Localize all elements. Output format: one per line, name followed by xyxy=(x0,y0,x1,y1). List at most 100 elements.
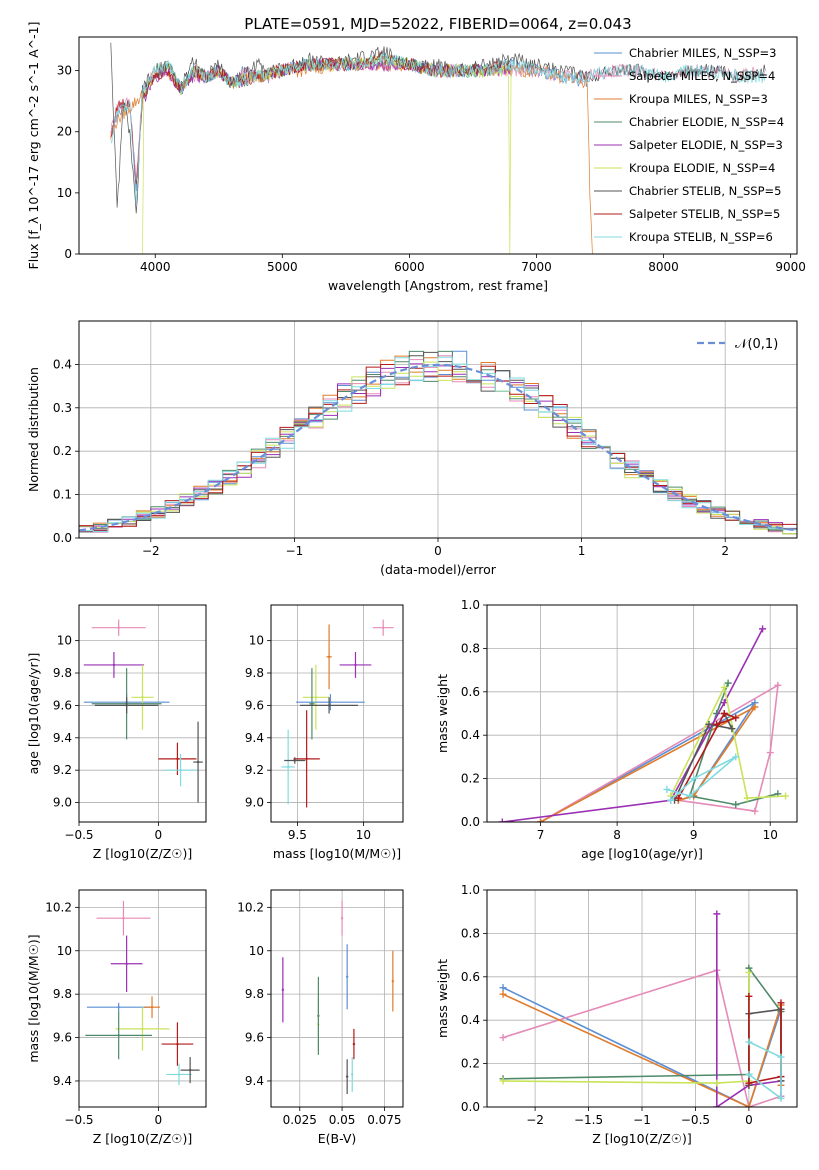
mass_age-point xyxy=(305,757,308,761)
ebv_mass-ytick-label: 10.2 xyxy=(237,900,264,914)
z_mass-ytick-label: 10 xyxy=(57,944,72,958)
age_weight-marker xyxy=(751,703,759,711)
z_weight-ytick-label: 0.6 xyxy=(461,970,480,984)
mass_age-ytick-label: 10 xyxy=(249,634,264,648)
age_weight-marker xyxy=(782,792,790,800)
age_weight-plot-area xyxy=(498,625,790,822)
residual-histogram-kroupa_stelib xyxy=(79,356,797,533)
ebv_mass-ytick-label: 9.8 xyxy=(245,987,264,1001)
z_weight-ytick-label: 0.2 xyxy=(461,1057,480,1071)
ebv_mass-point xyxy=(345,1075,349,1078)
ebv_mass-ytick-label: 9.4 xyxy=(245,1074,264,1088)
legend-label-chabrier_miles: Chabrier MILES, N_SSP=3 xyxy=(629,46,776,60)
z_mass-xlabel: Z [log10(Z/Z☉)] xyxy=(93,1131,193,1146)
age_weight-marker xyxy=(667,796,675,804)
spectrum-xtick-label: 7000 xyxy=(521,260,552,274)
z_age-xtick-label: 0 xyxy=(155,828,163,842)
z_weight-marker xyxy=(777,1094,785,1102)
age_weight-series-kroupa_miles xyxy=(540,706,756,822)
z_mass-xtick-label: 0 xyxy=(155,1113,163,1127)
z_age-point xyxy=(179,768,182,772)
z_weight-marker xyxy=(499,990,507,998)
age_weight-marker xyxy=(713,720,721,728)
age_weight-marker xyxy=(720,683,728,691)
legend-label-kroupa_miles: Kroupa MILES, N_SSP=3 xyxy=(629,92,768,106)
z_mass-point xyxy=(117,1005,120,1009)
z_weight-ytick-label: 0.4 xyxy=(461,1013,480,1027)
z_mass-ylabel: mass [log10(M/M☉)] xyxy=(26,934,41,1062)
residuals-plot-area xyxy=(79,350,797,535)
spectrum-ytick-label: 10 xyxy=(57,186,72,200)
mass_age-ytick-label: 9.8 xyxy=(245,666,264,680)
residuals-frame xyxy=(78,320,798,539)
z_age-ytick-label: 9.0 xyxy=(53,796,72,810)
age_weight-frame xyxy=(486,604,798,823)
z_weight-xtick-label: −1 xyxy=(633,1113,651,1127)
z_age-ytick-label: 9.4 xyxy=(53,731,72,745)
z_weight-ytick-label: 0.0 xyxy=(461,1100,480,1114)
chart-mass_age: 9.5 10 9.0 9.2 9.4 9.6 9.8 10 mass [log10(M/M☉)] xyxy=(245,604,404,861)
mass_age-xtick-label: 10 xyxy=(356,828,371,842)
age_weight-series-kroupa_elodie xyxy=(669,685,786,799)
age_weight-marker xyxy=(751,807,759,815)
z_weight-marker xyxy=(713,1103,721,1107)
ebv_mass-point xyxy=(345,975,349,978)
mass_age-point xyxy=(329,700,332,704)
residuals-xtick-label: 2 xyxy=(721,544,729,558)
age_weight-ytick-label: 0.4 xyxy=(461,728,480,742)
spectrum-plot-area xyxy=(110,42,766,254)
z_mass-ytick-label: 9.6 xyxy=(53,1031,72,1045)
age_weight-xtick-label: 7 xyxy=(537,828,545,842)
age_weight-series-chabrier_elodie xyxy=(688,682,779,806)
z_weight-xlabel: Z [log10(Z/Z☉)] xyxy=(592,1131,692,1146)
z_weight-marker xyxy=(745,1079,753,1087)
residuals-ytick-label: 0.0 xyxy=(53,531,72,545)
spectrum-ytick-label: 0 xyxy=(64,247,72,261)
z_weight-marker xyxy=(499,984,507,992)
age_weight-marker xyxy=(728,725,736,733)
ebv_mass-point xyxy=(391,979,395,983)
legend-label-kroupa_elodie: Kroupa ELODIE, N_SSP=4 xyxy=(629,161,775,175)
z_age-frame xyxy=(78,604,207,823)
chart-ebv_mass: 0.025 0.05 0.075 9.4 9.6 9.8 10 10.2 E(B-V) xyxy=(237,889,404,1146)
z_mass-ytick-label: 9.4 xyxy=(53,1074,72,1088)
spectrum-ylabel: Flux [f_λ 10^-17 erg cm^-2 s^-1 A^-1] xyxy=(26,22,41,270)
age_weight-marker xyxy=(674,794,682,802)
ebv_mass-point xyxy=(340,917,344,920)
ebv_mass-xtick-label: 0.025 xyxy=(283,1113,317,1127)
mass_age-point xyxy=(310,702,314,705)
z_age-point xyxy=(141,696,144,699)
ebv_mass-ytick-label: 10 xyxy=(249,944,264,958)
legend-label-salpeter_stelib: Salpeter STELIB, N_SSP=5 xyxy=(629,207,780,221)
ebv_mass-xtick-label: 0.075 xyxy=(367,1113,401,1127)
legend-label-chabrier_stelib: Chabrier STELIB, N_SSP=5 xyxy=(629,184,781,198)
ebv_mass-xlabel: E(B-V) xyxy=(318,1131,357,1146)
residuals-xlabel: (data-model)/error xyxy=(380,562,497,577)
z_weight-marker xyxy=(745,1103,753,1107)
mass_age-point xyxy=(314,696,318,699)
age_weight-series-salpeter_stelib xyxy=(677,712,739,799)
legend-label-kroupa_stelib: Kroupa STELIB, N_SSP=6 xyxy=(629,230,773,244)
z_age-ytick-label: 9.2 xyxy=(53,763,72,777)
spectrum-xlabel: wavelength [Angstrom, rest frame] xyxy=(328,278,548,293)
z_mass-point xyxy=(122,917,125,920)
age_weight-ytick-label: 0.6 xyxy=(461,685,480,699)
mass_age-point xyxy=(286,765,290,769)
z_age-ytick-label: 9.6 xyxy=(53,698,72,712)
spectrum-xtick-label: 8000 xyxy=(648,260,679,274)
age_weight-marker xyxy=(690,775,698,783)
mass_age-ytick-label: 9.6 xyxy=(245,698,264,712)
z_mass-point xyxy=(141,1027,144,1031)
spectrum-ytick-label: 20 xyxy=(57,125,72,139)
age_weight-ytick-label: 0.0 xyxy=(461,815,480,829)
spectrum-frame xyxy=(78,36,798,255)
z_weight-marker xyxy=(745,992,753,1000)
z_weight-series-kroupa_elodie xyxy=(502,972,750,1084)
ebv_mass-point xyxy=(352,1042,356,1046)
z_mass-plot-area xyxy=(85,900,200,1086)
spectrum-xtick-label: 4000 xyxy=(140,260,171,274)
age_weight-marker xyxy=(766,749,774,757)
age_weight-marker xyxy=(537,818,545,822)
z_weight-xtick-label: −2 xyxy=(526,1113,544,1127)
